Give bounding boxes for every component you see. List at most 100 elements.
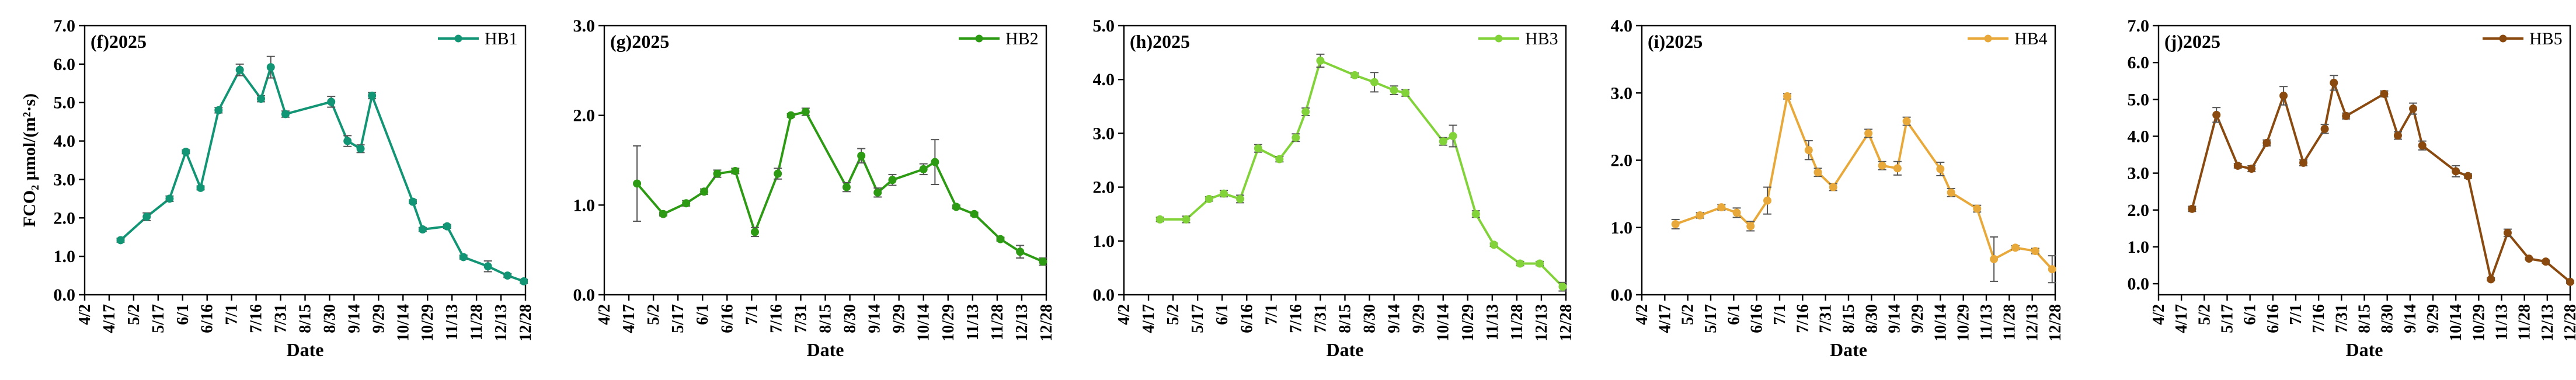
x-tick-label: 10/14 <box>394 304 412 341</box>
x-tick-label: 12/28 <box>1038 304 1056 341</box>
data-point <box>1370 78 1378 86</box>
x-tick-label: 11/28 <box>988 304 1007 340</box>
x-tick-label: 11/13 <box>2493 304 2511 340</box>
data-point <box>1990 255 1998 263</box>
data-point <box>2048 266 2056 273</box>
data-point <box>257 95 265 103</box>
x-tick-label: 4/2 <box>1633 304 1651 325</box>
x-tick-label: 8/15 <box>1840 304 1858 333</box>
panel-label: (i)2025 <box>1648 31 1703 52</box>
x-tick-label: 9/29 <box>2424 304 2442 333</box>
data-point <box>1156 215 1164 223</box>
plot-frame <box>2159 26 2570 295</box>
legend-label: HB5 <box>2529 29 2563 48</box>
data-point <box>267 64 274 71</box>
x-tick-label: 10/29 <box>939 304 958 341</box>
data-point <box>2380 90 2388 97</box>
data-point <box>633 180 641 187</box>
y-tick-label: 2.0 <box>1093 178 1115 197</box>
data-point <box>1017 248 1024 256</box>
y-tick-label: 3.0 <box>1611 83 1633 103</box>
x-tick-label: 6/16 <box>199 304 217 333</box>
x-tick-label: 6/1 <box>1213 304 1231 325</box>
x-tick-label: 4/2 <box>1115 304 1133 325</box>
data-point <box>659 210 667 218</box>
x-tick-label: 7/31 <box>1311 304 1329 333</box>
data-point <box>1490 241 1498 249</box>
data-point <box>1449 133 1457 140</box>
data-point <box>1254 145 1262 152</box>
data-point <box>713 170 721 177</box>
x-tick-label: 8/30 <box>321 304 339 333</box>
panel-label: (g)2025 <box>610 31 669 52</box>
data-point <box>409 198 417 205</box>
data-point <box>802 108 809 116</box>
data-point <box>2234 162 2241 169</box>
panel-label: (j)2025 <box>2164 31 2220 52</box>
data-point <box>1764 197 1771 204</box>
series-line-HB5 <box>2192 83 2570 282</box>
y-tick-label: 2.0 <box>1611 151 1633 170</box>
data-point <box>1205 195 1213 203</box>
legend-marker <box>2500 35 2507 43</box>
x-tick-label: 9/14 <box>1886 304 1904 333</box>
y-tick-label: 6.0 <box>54 55 76 74</box>
x-tick-label: 12/13 <box>2024 304 2042 341</box>
x-tick-label: 11/28 <box>468 304 486 340</box>
data-point <box>1865 130 1872 137</box>
data-point <box>1182 215 1190 223</box>
data-point <box>1829 183 1837 191</box>
legend: HB4 <box>1968 29 2048 48</box>
data-point <box>2394 132 2401 140</box>
data-point <box>952 203 960 211</box>
x-tick-label: 11/13 <box>964 304 982 340</box>
x-tick-label: 12/13 <box>1013 304 1031 341</box>
data-point <box>2418 142 2426 149</box>
x-tick-label: 7/1 <box>743 304 761 325</box>
y-tick-label: 0.0 <box>1093 285 1115 305</box>
x-tick-label: 5/2 <box>645 304 663 325</box>
x-tick-label: 4/2 <box>2150 304 2168 325</box>
x-tick-label: 7/31 <box>792 304 810 333</box>
x-tick-label: 6/16 <box>2264 304 2282 333</box>
plot-frame <box>1124 26 1566 295</box>
data-point <box>1039 258 1047 266</box>
x-tick-label: 6/1 <box>1725 304 1743 325</box>
x-tick-label: 12/13 <box>492 304 510 341</box>
x-tick-label: 7/1 <box>2287 304 2305 325</box>
data-point <box>1672 220 1679 228</box>
x-tick-label: 7/16 <box>1794 304 1812 333</box>
data-point <box>2280 92 2288 99</box>
x-tick-label: 7/1 <box>1771 304 1789 325</box>
y-tick-label: 7.0 <box>2128 16 2150 36</box>
x-tick-label: 7/31 <box>272 304 290 333</box>
x-tick-label: 7/16 <box>248 304 266 333</box>
data-point <box>117 236 124 244</box>
x-tick-label: 5/17 <box>669 304 687 333</box>
data-point <box>1893 165 1901 172</box>
data-point <box>2248 165 2255 173</box>
data-point <box>2213 111 2220 118</box>
data-point <box>2031 247 2039 255</box>
x-tick-label: 9/14 <box>866 304 884 333</box>
x-tick-label: 10/14 <box>1435 304 1453 341</box>
series-line-HB4 <box>1676 96 2052 269</box>
data-point <box>419 226 426 233</box>
x-tick-label: 9/14 <box>1386 304 1404 333</box>
data-point <box>143 213 151 221</box>
x-tick-label: 11/13 <box>1978 304 1996 340</box>
x-tick-label: 6/1 <box>2241 304 2260 325</box>
panel-label: (h)2025 <box>1130 31 1190 52</box>
data-point <box>2263 139 2271 147</box>
y-tick-label: 1.0 <box>54 247 76 266</box>
y-tick-label: 2.0 <box>2128 201 2150 220</box>
x-tick-label: 5/17 <box>2219 304 2237 333</box>
data-point <box>182 148 190 156</box>
y-tick-label: 2.0 <box>573 106 596 125</box>
x-tick-label: 9/14 <box>345 304 363 333</box>
x-tick-label: 12/13 <box>2539 304 2557 341</box>
y-tick-label: 1.0 <box>2128 238 2150 257</box>
y-tick-label: 3.0 <box>2128 164 2150 183</box>
x-tick-label: 12/28 <box>2046 304 2065 341</box>
legend: HB2 <box>959 29 1039 48</box>
